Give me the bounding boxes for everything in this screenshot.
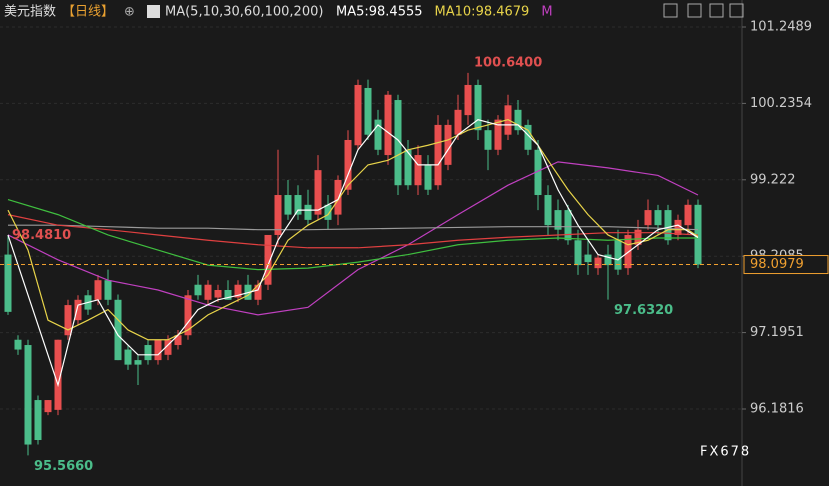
candle-body <box>494 119 502 150</box>
candle-body <box>74 299 82 321</box>
candle-body <box>214 290 222 298</box>
tool-icon[interactable] <box>663 3 678 18</box>
candle-body <box>514 109 522 131</box>
candle-body <box>14 339 22 350</box>
annotation: 100.6400 <box>474 55 542 70</box>
candle-body <box>104 280 112 300</box>
candle-body <box>184 295 192 336</box>
ma-line <box>7 214 699 249</box>
candle-body <box>454 109 462 135</box>
candle-body <box>474 84 482 131</box>
annotation: 97.6320 <box>614 303 673 318</box>
candle-body <box>64 305 72 336</box>
ma-line <box>7 198 698 271</box>
annotation: 95.5660 <box>34 459 93 474</box>
toolbar <box>663 3 744 18</box>
period: 【日线】 <box>62 5 114 20</box>
y-tick-label: 97.1951 <box>750 325 804 340</box>
candle-body <box>674 219 682 235</box>
ma-line <box>7 161 699 316</box>
y-tick-label: 101.2489 <box>750 19 812 34</box>
ma-line <box>7 118 699 388</box>
candle-body <box>534 149 542 196</box>
candle-body <box>344 139 352 190</box>
watermark: FX678 <box>700 445 751 460</box>
candle-body <box>24 345 32 445</box>
candle-body <box>34 400 42 441</box>
candle-body <box>94 280 102 300</box>
candle-body <box>174 335 182 346</box>
candle-body <box>314 170 322 215</box>
candle-body <box>414 155 422 186</box>
candle-body <box>464 84 472 116</box>
candle-body <box>254 284 262 300</box>
candle-body <box>44 400 52 413</box>
candle-body <box>604 254 612 266</box>
y-tick-label: 100.2354 <box>750 96 812 111</box>
ma-icon <box>147 5 160 18</box>
ma-line <box>7 118 699 341</box>
y-tick-label: 96.1816 <box>750 401 804 416</box>
candle-body <box>664 210 672 241</box>
candle-body <box>334 179 342 215</box>
candle-body <box>234 284 242 298</box>
annotation: 98.4810 <box>12 228 71 243</box>
candle-body <box>484 130 492 150</box>
candle-body <box>624 234 632 269</box>
candle-body <box>114 299 122 361</box>
candle-body <box>284 195 292 215</box>
candle-body <box>364 87 372 135</box>
candle-body <box>144 345 152 361</box>
candle-body <box>434 124 442 186</box>
candle-body <box>224 290 232 300</box>
candle-body <box>354 84 362 146</box>
candle-body <box>614 240 622 270</box>
candle-body <box>264 234 272 285</box>
candle-body <box>424 164 432 190</box>
candle-body <box>634 229 642 245</box>
chart-title: 美元指数 <box>4 5 56 20</box>
candle-body <box>374 119 382 150</box>
candle-body <box>164 339 172 355</box>
candle-body <box>444 124 452 165</box>
candle-body <box>544 195 552 226</box>
candle-body <box>394 100 402 186</box>
last-price-label: 98.0979 <box>750 257 804 272</box>
candle-body <box>124 349 132 365</box>
ma-readout: MA5:98.4555 <box>336 5 423 20</box>
candle-body <box>204 284 212 300</box>
y-tick-label: 99.222 <box>750 172 796 187</box>
ma-line <box>8 224 699 231</box>
last-price-box <box>743 255 829 275</box>
candle-body <box>324 204 332 220</box>
tool-icon[interactable] <box>709 3 724 18</box>
indicator: MA(5,10,30,60,100,200) <box>165 5 323 20</box>
candle-body <box>154 339 162 361</box>
candle-body <box>644 210 652 226</box>
ma-readout: MA10:98.4679 <box>435 5 530 20</box>
candle-body <box>294 195 302 215</box>
tool-icon[interactable] <box>687 3 702 18</box>
settings-icon[interactable]: ⊕ <box>124 5 135 20</box>
candle-body <box>574 240 582 266</box>
candle-body <box>384 94 392 156</box>
candle-body <box>524 124 532 150</box>
candle-body <box>554 210 562 230</box>
candle-body <box>134 360 142 365</box>
candle-body <box>564 210 572 241</box>
candle-body <box>304 204 312 220</box>
candle-body <box>684 204 692 226</box>
candle-body <box>654 210 662 226</box>
candle-body <box>4 254 12 312</box>
candle-body <box>584 254 592 263</box>
candle-body <box>54 339 62 410</box>
candle-body <box>404 149 412 186</box>
ma-readout: M <box>541 5 552 20</box>
candle-body <box>594 257 602 269</box>
tool-icon[interactable] <box>729 3 744 18</box>
candle-body <box>194 284 202 296</box>
candle-body <box>274 195 282 235</box>
